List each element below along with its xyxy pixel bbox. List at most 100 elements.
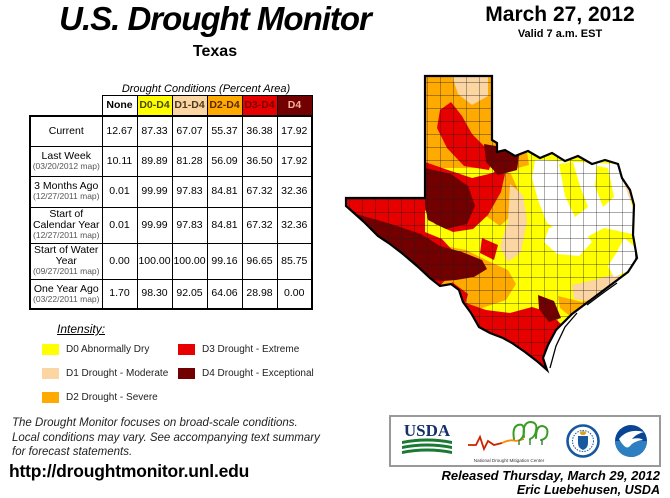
table-caption: Drought Conditions (Percent Area) — [121, 83, 291, 95]
cell-value: 100.00 — [171, 242, 208, 280]
col-header-d3d4: D3-D4 — [241, 95, 278, 117]
cell-value: 64.06 — [206, 278, 243, 310]
d0-swatch — [42, 344, 59, 355]
cell-value: 97.83 — [171, 206, 208, 244]
valid-time: Valid 7 a.m. EST — [517, 28, 603, 40]
table-row: Start of Water Year (09/27/2011 map) 0.0… — [29, 242, 313, 280]
ndmc-logo-text: National Drought Mitigation Center — [473, 458, 545, 463]
table-row: Start of Calendar Year (12/27/2011 map) … — [29, 206, 313, 244]
cell-value: 0.00 — [276, 278, 313, 310]
cell-value: 67.07 — [171, 115, 208, 147]
cell-value: 67.32 — [241, 206, 278, 244]
d4-swatch — [178, 368, 195, 379]
row-label: Last Week — [41, 149, 91, 162]
legend-label: D2 Drought - Severe — [66, 392, 158, 403]
row-sublabel: (03/22/2011 map) — [33, 293, 100, 304]
cell-value: 99.99 — [136, 206, 173, 244]
cell-value: 97.83 — [171, 175, 208, 208]
row-sublabel: (12/27/2011 map) — [33, 230, 100, 241]
legend-label: D4 Drought - Exceptional — [202, 368, 314, 379]
row-sublabel: (12/27/2011 map) — [33, 191, 100, 202]
disclaimer-text: The Drought Monitor focuses on broad-sca… — [12, 416, 320, 460]
usda-swoosh-icon — [402, 438, 452, 454]
noaa-logo-icon — [615, 425, 647, 457]
row-label: Current — [48, 124, 84, 137]
cell-value: 32.36 — [276, 206, 313, 244]
cell-value: 1.70 — [101, 278, 138, 310]
d1-swatch — [42, 368, 59, 379]
table-row: Current 12.67 87.33 67.07 55.37 36.38 17… — [29, 115, 313, 147]
cell-value: 56.09 — [206, 145, 243, 177]
usda-logo-text: USDA — [403, 421, 451, 440]
cell-value: 17.92 — [276, 115, 313, 147]
release-author-line: Eric Luebehusen, USDA — [516, 483, 660, 497]
legend-label: D1 Drought - Moderate — [66, 368, 169, 379]
ndmc-trees-icon — [468, 420, 549, 452]
texas-outline — [344, 74, 639, 374]
col-header-d0d4: D0-D4 — [136, 95, 173, 117]
legend-label: D0 Abnormally Dry — [66, 344, 150, 355]
row-label: One Year Ago — [33, 282, 99, 295]
col-header-d1d4: D1-D4 — [171, 95, 208, 117]
d1-region — [484, 337, 502, 355]
region-subtitle: Texas — [192, 43, 238, 60]
barrier-island-line — [549, 312, 578, 369]
d2-swatch — [42, 392, 59, 403]
county-grid-overlay — [346, 76, 637, 370]
cell-value: 84.81 — [206, 175, 243, 208]
page-title: U.S. Drought Monitor — [59, 0, 372, 37]
disclaimer-line: for forecast statements. — [12, 446, 133, 458]
release-info: Released Thursday, March 29, 2012 Eric L… — [441, 468, 660, 498]
cell-value: 85.75 — [276, 242, 313, 280]
disclaimer-line: Local conditions may vary. See accompany… — [12, 431, 320, 444]
cell-value: 36.38 — [241, 115, 278, 147]
cell-value: 32.36 — [276, 175, 313, 208]
row-label: Start of Calendar Year — [32, 208, 100, 232]
cell-value: 28.98 — [241, 278, 278, 310]
cell-value: 84.81 — [206, 206, 243, 244]
table-row: One Year Ago (03/22/2011 map) 1.70 98.30… — [29, 278, 313, 310]
table-header-row: None D0-D4 D1-D4 D2-D4 D3-D4 D4 — [30, 95, 313, 117]
col-header-none: None — [101, 95, 138, 117]
release-date-line: Released Thursday, March 29, 2012 — [441, 468, 660, 483]
cell-value: 55.37 — [206, 115, 243, 147]
cell-value: 81.28 — [171, 145, 208, 177]
cell-value: 10.11 — [101, 145, 138, 177]
cell-value: 67.32 — [241, 175, 278, 208]
report-date: March 27, 2012 — [485, 3, 635, 26]
legend-label: D3 Drought - Extreme — [202, 344, 300, 355]
cell-value: 17.92 — [276, 145, 313, 177]
cell-value: 98.30 — [136, 278, 173, 310]
agency-logo-box: USDA Nati — [389, 415, 661, 467]
usda-logo: USDA — [402, 421, 452, 459]
cell-value: 99.99 — [136, 175, 173, 208]
cell-value: 12.67 — [101, 115, 138, 147]
legend-heading: Intensity: — [57, 322, 106, 336]
table-row: Last Week (03/20/2012 map) 10.11 89.89 8… — [29, 145, 313, 177]
drought-conditions-table: None D0-D4 D1-D4 D2-D4 D3-D4 D4 Current … — [29, 95, 313, 310]
commerce-seal-icon — [566, 424, 600, 458]
cell-value: 0.01 — [101, 206, 138, 244]
row-sublabel: (03/20/2012 map) — [32, 160, 100, 171]
col-header-d4: D4 — [276, 95, 313, 117]
cell-value: 92.05 — [171, 278, 208, 310]
texas-drought-map — [344, 74, 639, 374]
cell-value: 36.50 — [241, 145, 278, 177]
table-row: 3 Months Ago (12/27/2011 map) 0.01 99.99… — [29, 175, 313, 208]
cell-value: 99.16 — [206, 242, 243, 280]
row-sublabel: (09/27/2011 map) — [33, 266, 100, 277]
cell-value: 100.00 — [136, 242, 173, 280]
row-label: Start of Water Year — [34, 244, 99, 268]
cell-value: 0.01 — [101, 175, 138, 208]
drought-monitor-url[interactable]: http://droughtmonitor.unl.edu — [9, 461, 250, 481]
table-corner-cell — [30, 96, 102, 117]
d3-swatch — [178, 344, 195, 355]
cell-value: 96.65 — [241, 242, 278, 280]
col-header-d2d4: D2-D4 — [206, 95, 243, 117]
row-label: 3 Months Ago — [34, 180, 99, 193]
map-color-regions — [346, 76, 637, 370]
barrier-island-line — [586, 282, 618, 306]
cell-value: 87.33 — [136, 115, 173, 147]
ndmc-logo: National Drought Mitigation Center — [466, 419, 552, 463]
